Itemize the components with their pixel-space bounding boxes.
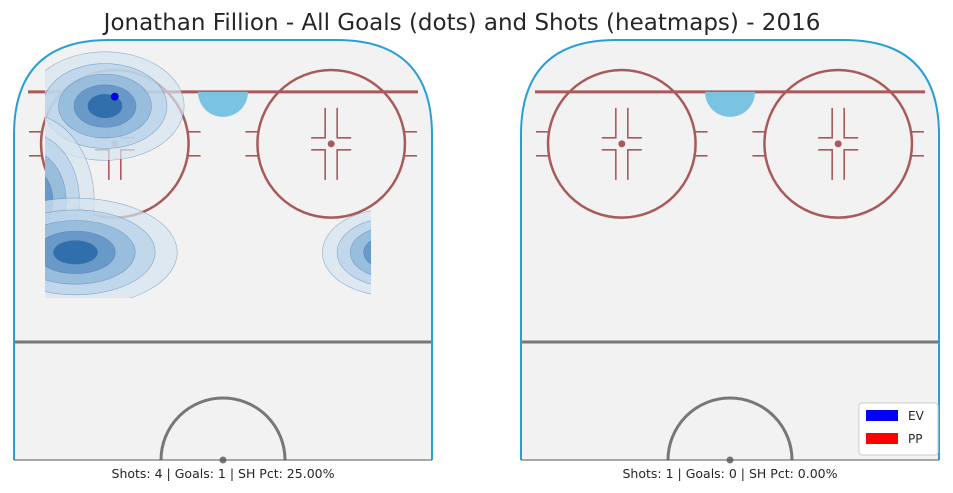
chart-title: Jonathan Fillion - All Goals (dots) and …: [102, 10, 821, 36]
shot-density-contour: [350, 229, 371, 275]
rink-ice: [521, 40, 939, 460]
faceoff-dot: [834, 140, 842, 148]
panel-caption-left: Shots: 4 | Goals: 1 | SH Pct: 25.00%: [112, 466, 335, 481]
rink-boards: [13, 39, 433, 460]
center-circle: [159, 396, 287, 461]
panel-caption-right: Shots: 1 | Goals: 0 | SH Pct: 0.00%: [622, 466, 837, 481]
legend-label-pp: PP: [908, 432, 922, 446]
goal-crease: [705, 91, 755, 117]
faceoff-circle-left-group: [536, 68, 708, 219]
rink-boards: [520, 39, 940, 460]
chart-legend: EV PP: [858, 402, 939, 456]
faceoff-circle-left: [546, 68, 697, 219]
shot-heatmap-left: [45, 51, 371, 298]
goal-crease: [198, 91, 248, 117]
faceoff-circle-right: [763, 68, 914, 219]
shot-cluster: [45, 51, 185, 161]
rink-panel-right: Shots: 1 | Goals: 0 | SH Pct: 0.00%: [520, 39, 940, 481]
goal-dots-left: [110, 92, 119, 101]
shot-density-contour: [53, 240, 98, 265]
goal-dot: [110, 92, 119, 101]
faceoff-dot: [618, 140, 626, 148]
faceoff-circle-right: [256, 68, 407, 219]
faceoff-circle-right-group: [752, 68, 924, 219]
center-circle: [666, 396, 794, 461]
shot-cluster: [45, 197, 178, 298]
faceoff-circle-right-group: [245, 68, 417, 219]
rink-right: [520, 39, 940, 464]
shot-density-contour: [363, 240, 371, 265]
shot-cluster: [322, 210, 371, 295]
faceoff-hash-marks: [245, 107, 417, 180]
faceoff-hash-marks: [536, 107, 708, 180]
faceoff-dot: [327, 140, 335, 148]
legend-label-ev: EV: [908, 409, 925, 423]
legend-swatch-pp: [866, 433, 898, 444]
legend-swatch-ev: [866, 410, 898, 421]
faceoff-hash-marks: [752, 107, 924, 180]
rink-panel-left: Shots: 4 | Goals: 1 | SH Pct: 25.00%: [13, 39, 433, 481]
